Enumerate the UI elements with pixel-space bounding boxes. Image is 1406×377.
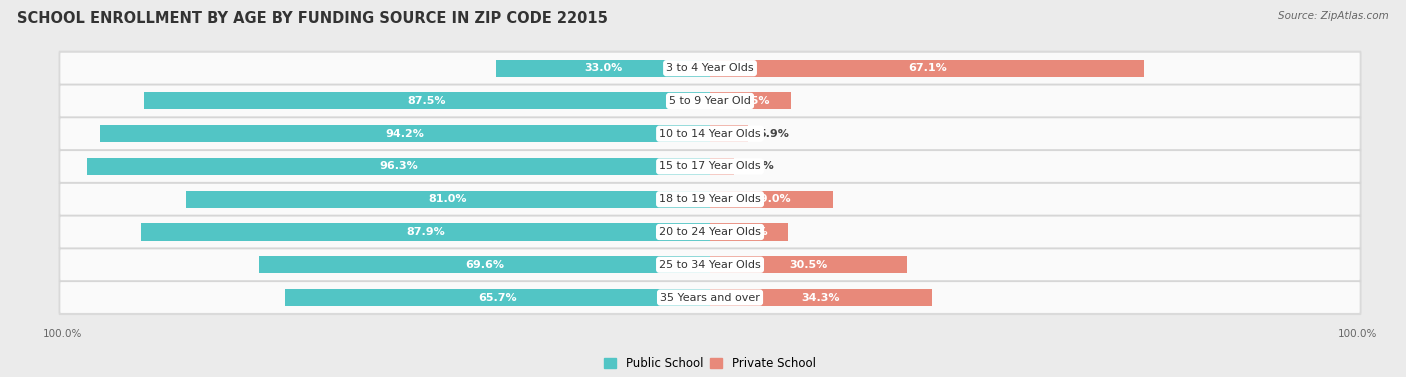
Bar bbox=[143, 92, 710, 109]
Bar bbox=[87, 158, 710, 175]
Text: 34.3%: 34.3% bbox=[801, 293, 841, 302]
FancyBboxPatch shape bbox=[60, 86, 1360, 116]
Text: 35 Years and over: 35 Years and over bbox=[659, 293, 761, 302]
FancyBboxPatch shape bbox=[60, 118, 1360, 149]
Text: 3 to 4 Year Olds: 3 to 4 Year Olds bbox=[666, 63, 754, 73]
FancyBboxPatch shape bbox=[59, 116, 1361, 151]
Text: 69.6%: 69.6% bbox=[465, 260, 505, 270]
Bar bbox=[496, 60, 710, 77]
Bar bbox=[186, 191, 710, 208]
Text: 96.3%: 96.3% bbox=[380, 161, 418, 172]
Text: 30.5%: 30.5% bbox=[790, 260, 828, 270]
Bar bbox=[710, 125, 748, 142]
Text: 94.2%: 94.2% bbox=[385, 129, 425, 139]
Text: 10 to 14 Year Olds: 10 to 14 Year Olds bbox=[659, 129, 761, 139]
FancyBboxPatch shape bbox=[60, 217, 1360, 247]
FancyBboxPatch shape bbox=[59, 248, 1361, 282]
FancyBboxPatch shape bbox=[60, 249, 1360, 280]
Bar bbox=[100, 125, 710, 142]
FancyBboxPatch shape bbox=[59, 280, 1361, 314]
Text: SCHOOL ENROLLMENT BY AGE BY FUNDING SOURCE IN ZIP CODE 22015: SCHOOL ENROLLMENT BY AGE BY FUNDING SOUR… bbox=[17, 11, 607, 26]
Bar bbox=[710, 158, 734, 175]
Text: 12.1%: 12.1% bbox=[730, 227, 769, 237]
FancyBboxPatch shape bbox=[59, 84, 1361, 118]
Bar bbox=[285, 289, 710, 306]
FancyBboxPatch shape bbox=[60, 282, 1360, 313]
Text: 20 to 24 Year Olds: 20 to 24 Year Olds bbox=[659, 227, 761, 237]
Bar bbox=[141, 224, 710, 241]
Text: 87.5%: 87.5% bbox=[408, 96, 446, 106]
Bar bbox=[710, 191, 832, 208]
Text: 25 to 34 Year Olds: 25 to 34 Year Olds bbox=[659, 260, 761, 270]
Text: 3.7%: 3.7% bbox=[744, 161, 775, 172]
FancyBboxPatch shape bbox=[60, 184, 1360, 215]
FancyBboxPatch shape bbox=[59, 215, 1361, 249]
Bar bbox=[710, 60, 1144, 77]
Text: 81.0%: 81.0% bbox=[429, 194, 467, 204]
Text: 33.0%: 33.0% bbox=[583, 63, 623, 73]
Text: 5.9%: 5.9% bbox=[758, 129, 789, 139]
Legend: Public School, Private School: Public School, Private School bbox=[600, 352, 820, 375]
Bar bbox=[260, 256, 710, 273]
FancyBboxPatch shape bbox=[59, 182, 1361, 216]
Bar bbox=[710, 256, 907, 273]
FancyBboxPatch shape bbox=[59, 149, 1361, 184]
FancyBboxPatch shape bbox=[60, 151, 1360, 182]
FancyBboxPatch shape bbox=[59, 51, 1361, 85]
FancyBboxPatch shape bbox=[60, 53, 1360, 84]
Bar bbox=[710, 224, 789, 241]
Text: 67.1%: 67.1% bbox=[908, 63, 946, 73]
Text: 19.0%: 19.0% bbox=[752, 194, 790, 204]
Text: 12.5%: 12.5% bbox=[731, 96, 769, 106]
Bar bbox=[710, 92, 792, 109]
Text: 87.9%: 87.9% bbox=[406, 227, 444, 237]
Text: 18 to 19 Year Olds: 18 to 19 Year Olds bbox=[659, 194, 761, 204]
Bar bbox=[710, 289, 932, 306]
Text: 65.7%: 65.7% bbox=[478, 293, 516, 302]
Text: 5 to 9 Year Old: 5 to 9 Year Old bbox=[669, 96, 751, 106]
Text: Source: ZipAtlas.com: Source: ZipAtlas.com bbox=[1278, 11, 1389, 21]
Text: 15 to 17 Year Olds: 15 to 17 Year Olds bbox=[659, 161, 761, 172]
